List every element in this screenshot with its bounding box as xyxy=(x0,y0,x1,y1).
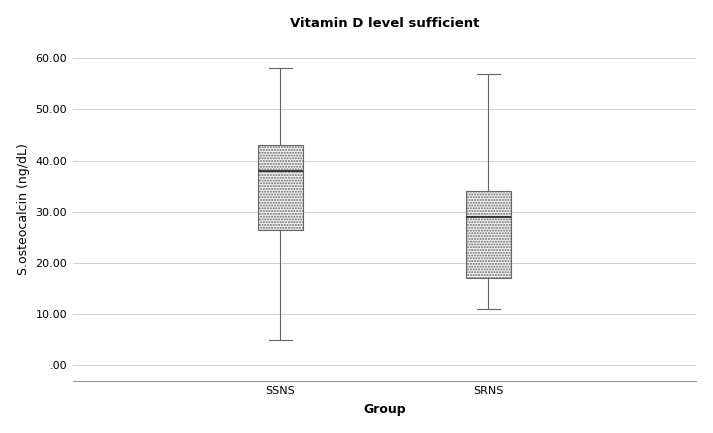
X-axis label: Group: Group xyxy=(363,403,406,417)
Title: Vitamin D level sufficient: Vitamin D level sufficient xyxy=(289,16,479,30)
Y-axis label: S.osteocalcin (ng/dL): S.osteocalcin (ng/dL) xyxy=(16,143,30,275)
PathPatch shape xyxy=(466,191,511,278)
PathPatch shape xyxy=(257,145,303,230)
